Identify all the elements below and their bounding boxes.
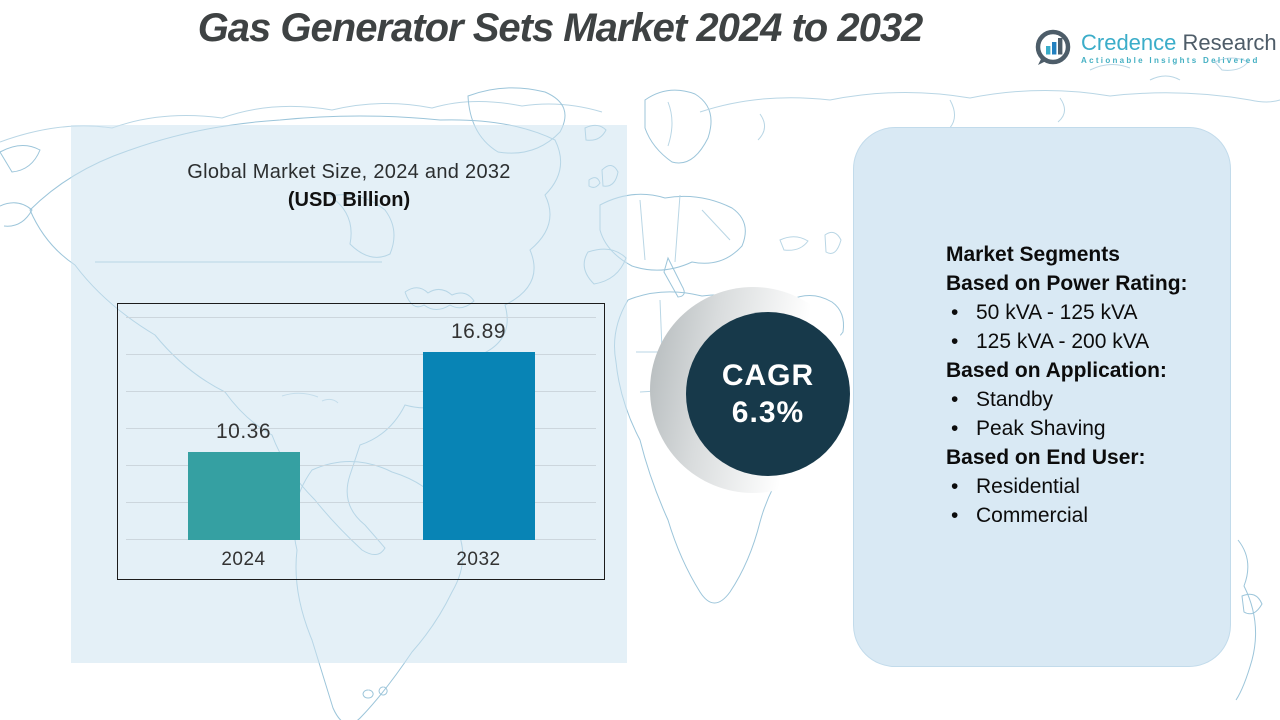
- market-segments-panel: Market Segments Based on Power Rating: • 5…: [853, 127, 1231, 667]
- x-axis-label: 2024: [221, 549, 266, 570]
- segment-heading: Based on Power Rating:: [946, 272, 1188, 295]
- bar-chart-bubble-icon: [1035, 29, 1071, 65]
- gridline: [126, 354, 596, 355]
- gridline: [126, 539, 596, 540]
- bar-2024: [187, 452, 300, 540]
- segment-item: • 125 kVA - 200 kVA: [946, 327, 1220, 356]
- gridline: [126, 317, 596, 318]
- segment-item: • 50 kVA - 125 kVA: [946, 298, 1220, 327]
- cagr-value: 6.3%: [731, 396, 805, 429]
- bullet-icon: •: [951, 301, 959, 324]
- cagr-label: CAGR: [721, 359, 815, 392]
- logo-tagline: Actionable Insights Delivered: [1081, 56, 1260, 65]
- segment-item-label: 125 kVA - 200 kVA: [976, 330, 1150, 353]
- chart-subtitle: (USD Billion): [287, 189, 411, 211]
- segment-item: • Commercial: [946, 501, 1220, 530]
- bullet-icon: •: [951, 475, 959, 498]
- segment-item-label: Commercial: [976, 504, 1089, 527]
- gridline: [126, 465, 596, 466]
- segment-heading: Based on Application:: [946, 359, 1167, 382]
- cagr-badge: CAGR 6.3%: [686, 312, 850, 476]
- gridline: [126, 391, 596, 392]
- segment-item-label: Standby: [976, 388, 1054, 411]
- segment-item-label: Residential: [976, 475, 1080, 498]
- bar-group-2024: 10.36 2024: [187, 320, 300, 570]
- bullet-icon: •: [951, 388, 959, 411]
- segment-item-label: Peak Shaving: [976, 417, 1106, 440]
- market-size-panel: Global Market Size, 2024 and 2032 (USD B…: [71, 125, 627, 663]
- page-title: Gas Generator Sets Market 2024 to 2032: [197, 6, 924, 50]
- bar-2032: [422, 352, 535, 540]
- x-axis-label: 2032: [456, 549, 501, 570]
- gridline: [126, 502, 596, 503]
- segment-item: • Peak Shaving: [946, 414, 1220, 443]
- segment-item-label: 50 kVA - 125 kVA: [976, 301, 1138, 324]
- segments-title: Market Segments: [946, 243, 1120, 266]
- chart-title: Global Market Size, 2024 and 2032: [187, 161, 511, 183]
- bar-chart-plot-area: 10.36 2024 16.89 2032: [126, 317, 596, 570]
- bullet-icon: •: [951, 330, 959, 353]
- segment-item: • Standby: [946, 385, 1220, 414]
- bullet-icon: •: [951, 504, 959, 527]
- bullet-icon: •: [951, 417, 959, 440]
- segment-item: • Residential: [946, 472, 1220, 501]
- credence-research-logo: Credence Research Actionable Insights De…: [1032, 27, 1277, 69]
- bar-chart: 10.36 2024 16.89 2032: [117, 303, 605, 580]
- bar-value-label: 10.36: [215, 420, 272, 443]
- bar-value-label: 16.89: [450, 320, 507, 343]
- logo-brand-text: Credence Research: [1081, 30, 1277, 55]
- bar-group-2032: 16.89 2032: [422, 320, 535, 570]
- segment-heading: Based on End User:: [946, 446, 1146, 469]
- gridline: [126, 428, 596, 429]
